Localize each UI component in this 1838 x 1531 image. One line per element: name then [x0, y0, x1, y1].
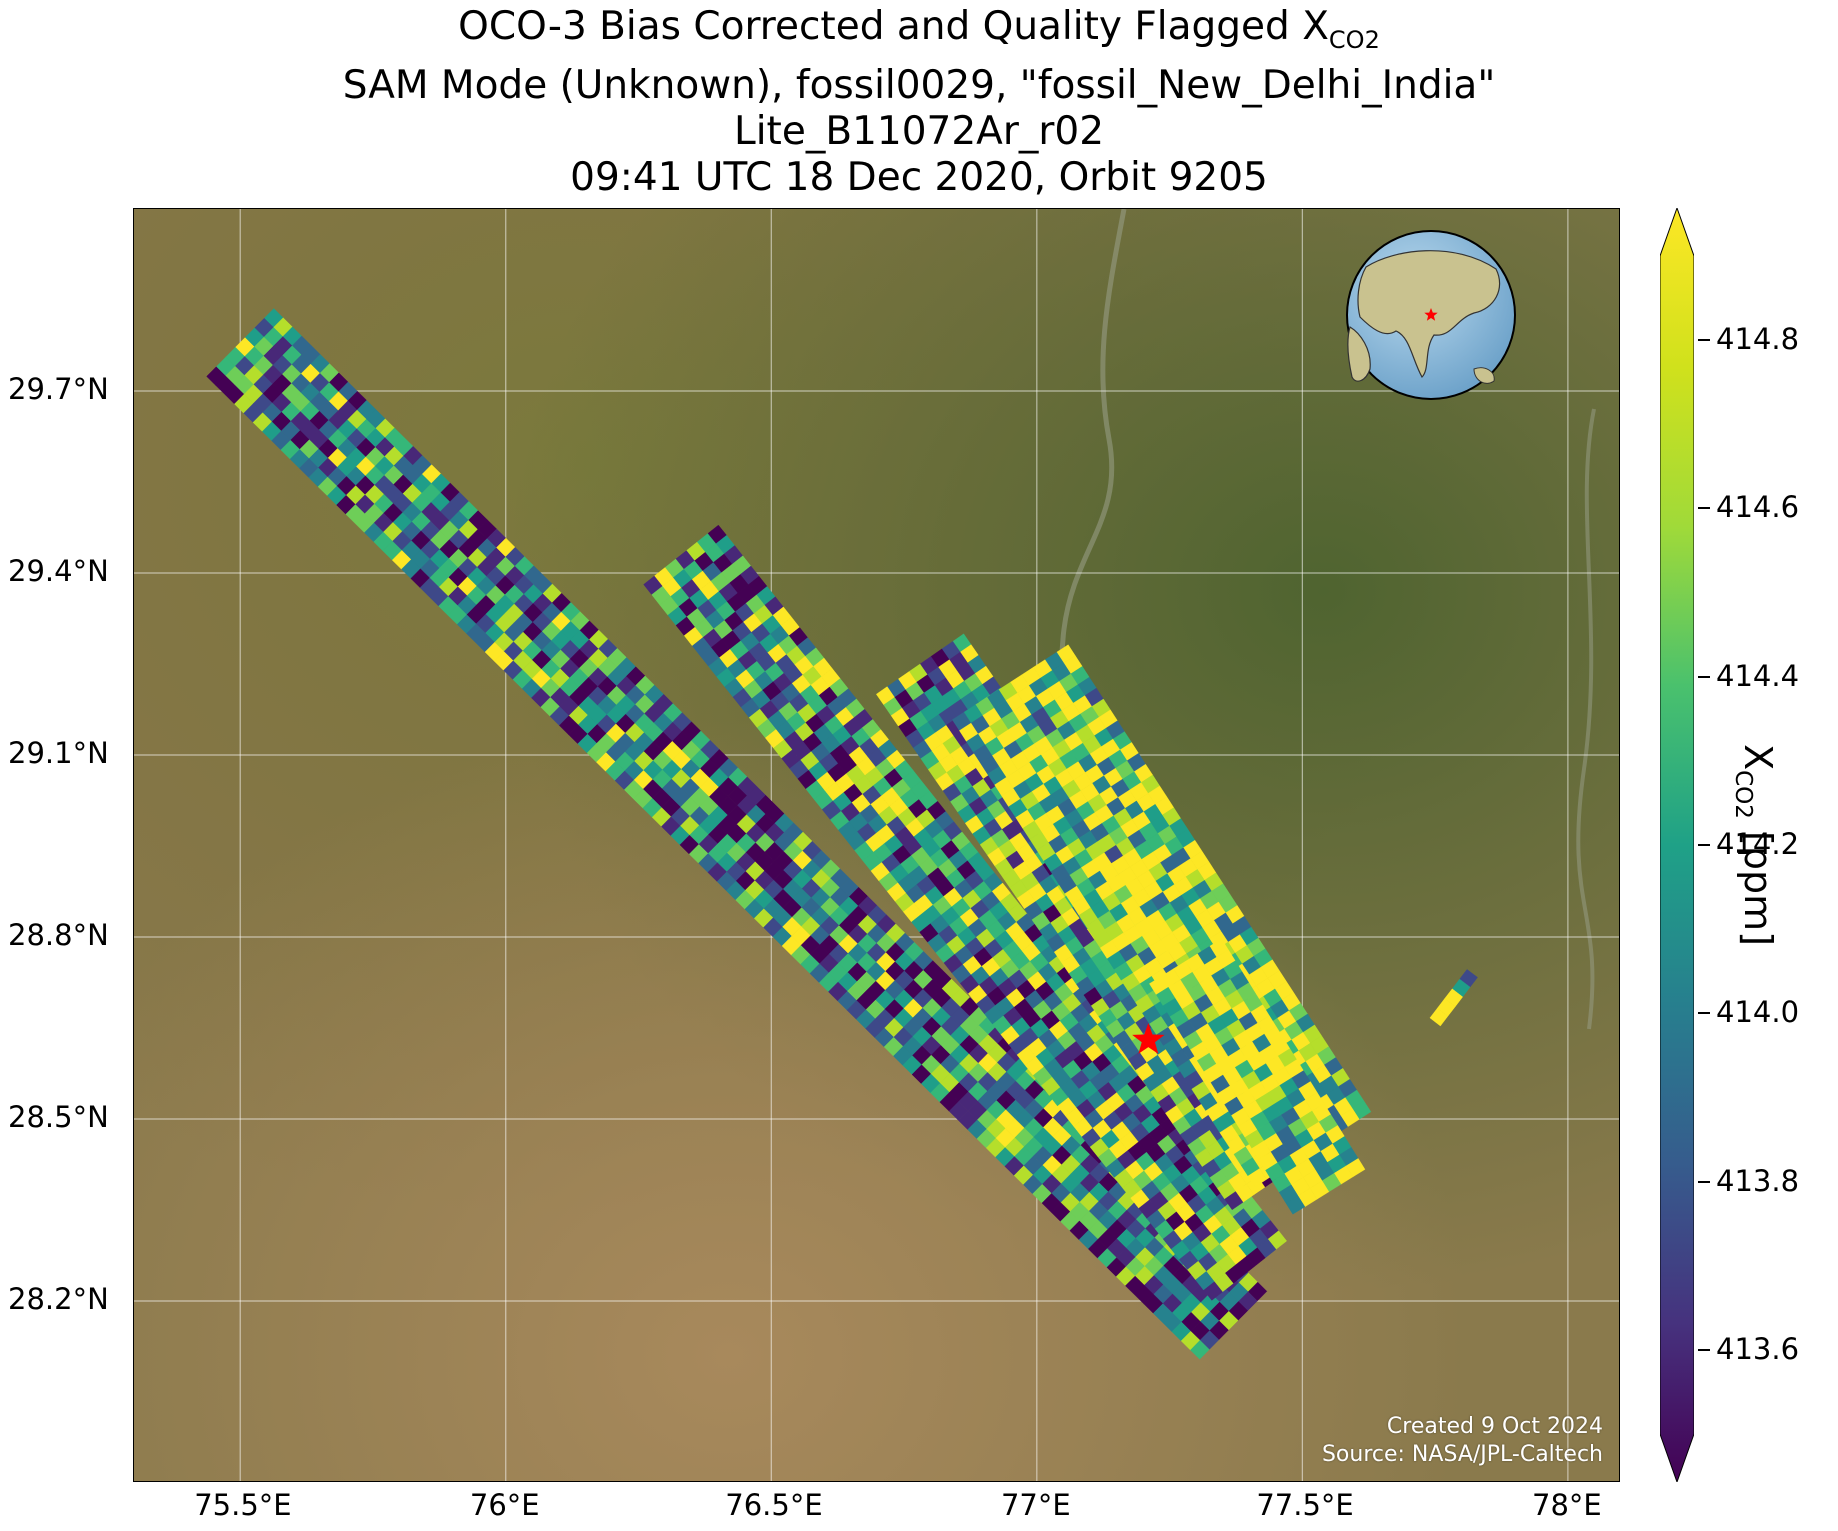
colorbar-tick — [1698, 844, 1710, 846]
sounding-cell — [1285, 1195, 1306, 1215]
map-panel[interactable]: Created 9 Oct 2024 Source: NASA/JPL-Calt… — [133, 208, 1620, 1482]
colorbar — [1660, 208, 1694, 1482]
colorbar-tick — [1698, 339, 1710, 342]
swath-southeast[interactable] — [1149, 938, 1366, 1215]
sounding-cell — [1247, 1168, 1267, 1188]
colorbar-tick-label: 414.8 — [1716, 322, 1800, 357]
colorbar-tick — [1698, 1180, 1710, 1183]
globe-target-star — [1424, 308, 1438, 321]
colorbar-tick-label: 413.6 — [1716, 1331, 1800, 1366]
target-marker — [1132, 1023, 1165, 1054]
lon-tick-label: 77.5°E — [1256, 1488, 1354, 1522]
lon-tick-label: 76°E — [469, 1488, 540, 1522]
colorbar-tick-label: 414.6 — [1716, 490, 1800, 525]
colorbar-tick-label: 413.8 — [1716, 1163, 1800, 1198]
colorbar-tick — [1698, 1348, 1710, 1351]
globe-land-africa — [1347, 326, 1371, 382]
title-line-3: Lite_B11072Ar_r02 — [733, 108, 1105, 154]
colorbar-tick-label: 414.4 — [1716, 658, 1800, 693]
lon-tick-label: 76.5°E — [725, 1488, 823, 1522]
figure-title: OCO-3 Bias Corrected and Quality Flagged… — [0, 4, 1838, 201]
inset-globe — [1346, 230, 1516, 400]
swath-fragment[interactable] — [1429, 969, 1478, 1027]
colorbar-tick-label: 414.2 — [1716, 827, 1800, 861]
globe-land-islands — [1473, 367, 1495, 384]
lat-tick-label: 28.8°N — [8, 918, 109, 952]
title-line-4: 09:41 UTC 18 Dec 2020, Orbit 9205 — [570, 154, 1268, 200]
sounding-cell — [1190, 1340, 1210, 1360]
map-canvas[interactable] — [134, 209, 1620, 1482]
sounding-cell — [1203, 1281, 1223, 1301]
lon-tick-label: 78°E — [1532, 1488, 1602, 1522]
lat-tick-label: 29.4°N — [8, 554, 109, 588]
lon-tick-label: 75.5°E — [194, 1488, 292, 1522]
lat-tick-label: 28.2°N — [8, 1282, 109, 1316]
lat-tick-label: 29.1°N — [8, 736, 109, 770]
credit-created: Created 9 Oct 2024 — [1386, 1414, 1603, 1439]
title-line-1: OCO-3 Bias Corrected and Quality Flagged… — [458, 4, 1380, 54]
sounding-cell — [1429, 1007, 1449, 1027]
colorbar-tick-label: 414.0 — [1716, 995, 1800, 1030]
river-east — [1576, 408, 1596, 1030]
lat-tick-label: 28.5°N — [8, 1100, 109, 1134]
lat-tick-label: 29.7°N — [8, 372, 109, 406]
colorbar-gradient — [1660, 208, 1694, 1482]
xco2-soundings[interactable] — [206, 308, 1478, 1360]
colorbar-tick — [1698, 675, 1710, 678]
target-star — [1132, 1023, 1165, 1054]
credit-source: Source: NASA/JPL-Caltech — [1321, 1442, 1603, 1467]
lon-tick-label: 77°E — [1000, 1488, 1071, 1522]
sounding-cell — [1224, 1191, 1244, 1211]
colorbar-tick — [1698, 507, 1710, 510]
colorbar-tick — [1698, 1012, 1710, 1015]
colorbar-title: XCO2 [ppm] — [1730, 744, 1780, 946]
title-line-2: SAM Mode (Unknown), fossil0029, "fossil_… — [342, 62, 1496, 108]
